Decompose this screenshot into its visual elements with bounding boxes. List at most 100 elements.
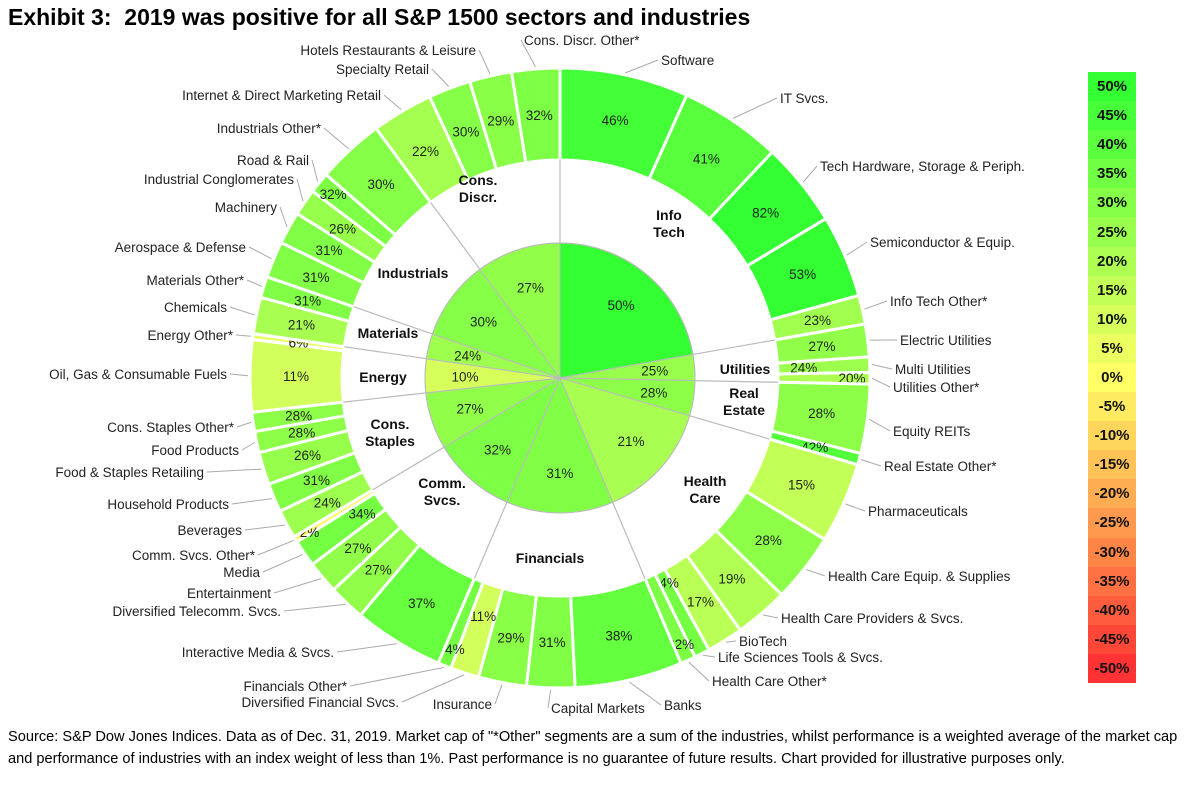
sector-name-label: Real — [729, 385, 759, 401]
industry-name-label: Financials Other* — [243, 679, 347, 694]
sector-value-label: 25% — [641, 364, 668, 379]
sector-value-label: 50% — [608, 298, 635, 313]
chart-title: Exhibit 3: 2019 was positive for all S&P… — [8, 4, 751, 30]
industry-name-label: Info Tech Other* — [890, 294, 988, 309]
industry-name-label: Health Care Other* — [712, 674, 828, 689]
industry-name-label: Tech Hardware, Storage & Periph. — [820, 159, 1025, 174]
sector-name-label: Energy — [359, 369, 407, 385]
legend-swatch: 25% — [1088, 217, 1136, 247]
industry-name-label: Banks — [664, 698, 702, 713]
industry-name-label: Real Estate Other* — [884, 459, 997, 474]
leader-line — [845, 503, 866, 512]
industry-value-label: 11% — [470, 609, 496, 624]
leader-line — [702, 654, 716, 658]
legend-swatch: 5% — [1088, 333, 1136, 363]
industry-value-label: 26% — [294, 448, 321, 463]
industry-value-label: 82% — [752, 205, 779, 220]
legend-swatch: 50% — [1088, 72, 1136, 102]
industry-name-label: Internet & Direct Marketing Retail — [182, 88, 381, 103]
leader-line — [248, 246, 272, 260]
industry-name-label: Pharmaceuticals — [868, 504, 968, 519]
industry-name-label: Utilities Other* — [893, 380, 980, 395]
legend-swatch: 20% — [1088, 246, 1136, 276]
industry-name-label: Interactive Media & Svcs. — [182, 645, 334, 660]
industry-name-label: Multi Utilities — [895, 362, 971, 377]
industry-name-label: Diversified Financial Svcs. — [241, 695, 399, 710]
industry-name-label: Capital Markets — [551, 701, 645, 716]
industry-value-label: 21% — [288, 318, 315, 333]
legend-swatch: -45% — [1088, 624, 1136, 654]
industry-name-label: Beverages — [177, 523, 242, 538]
industry-name-label: Cons. Discr. Other* — [524, 33, 640, 48]
sector-name-label: Discr. — [459, 189, 497, 205]
leader-line — [323, 127, 349, 150]
legend-swatch: 10% — [1088, 304, 1136, 334]
industry-value-label: 29% — [497, 630, 524, 645]
industry-value-label: 27% — [809, 339, 836, 354]
industry-name-label: Cons. Staples Other* — [107, 420, 235, 435]
sector-name-label: Materials — [358, 325, 419, 341]
legend-swatch: 30% — [1088, 188, 1136, 218]
sector-name-label: Financials — [516, 550, 585, 566]
leader-line — [520, 39, 536, 68]
industry-name-label: Hotels Restaurants & Leisure — [300, 43, 476, 58]
leader-line — [262, 554, 303, 573]
industry-value-label: 34% — [349, 507, 376, 522]
legend-swatch: 0% — [1088, 362, 1136, 393]
sector-name-label: Utilities — [720, 361, 771, 377]
industry-name-label: Machinery — [215, 200, 278, 215]
leader-line — [547, 689, 552, 709]
leader-line — [257, 540, 294, 556]
industry-name-label: Diversified Telecomm. Svcs. — [112, 604, 281, 619]
leader-line — [296, 178, 304, 202]
sector-name-label: Cons. — [371, 416, 410, 432]
industry-value-label: 38% — [605, 628, 632, 643]
leader-line — [494, 684, 503, 705]
leader-line — [241, 442, 255, 451]
leader-line — [871, 364, 893, 370]
legend-swatch: -25% — [1088, 508, 1136, 538]
leader-line — [629, 681, 662, 706]
leader-line — [802, 165, 818, 183]
sector-value-label: 28% — [640, 385, 667, 400]
industry-value-label: 41% — [693, 151, 720, 166]
legend-swatch: 15% — [1088, 275, 1136, 305]
sector-name-label: Health — [684, 473, 727, 489]
industry-name-label: Semiconductor & Equip. — [870, 235, 1015, 250]
industry-value-label: 24% — [314, 496, 341, 511]
industry-value-label: 31% — [303, 270, 330, 285]
sector-name-label: Estate — [723, 402, 765, 418]
leader-line — [231, 498, 273, 505]
industry-name-label: Equity REITs — [893, 424, 971, 439]
industry-name-label: Comm. Svcs. Other* — [132, 548, 256, 563]
industry-value-label: 28% — [755, 533, 782, 548]
color-legend: 50% 45% 40% 35% 30% 25% 20% 15% 10% 5% 0% -5% -10% -1… — [1088, 72, 1136, 683]
industry-value-label: 27% — [365, 563, 392, 578]
industry-value-label: 46% — [602, 113, 629, 128]
industry-value-label: 28% — [285, 408, 312, 423]
sunburst-chart: 46% Software 41% IT Svcs. 82% Tech Hardware, … — [49, 33, 1025, 716]
leader-line — [478, 49, 491, 75]
industry-name-label: Energy Other* — [147, 328, 233, 343]
sector-name-label: Staples — [365, 433, 415, 449]
leader-line — [229, 306, 255, 316]
sector-value-label: 27% — [517, 281, 544, 296]
leader-line — [871, 377, 891, 388]
industry-name-label: Food Products — [151, 443, 239, 458]
industry-name-label: Industrials Other* — [217, 121, 322, 136]
legend-swatch: -40% — [1088, 595, 1136, 625]
industry-value-label: 30% — [368, 177, 395, 192]
industry-value-label: 31% — [294, 294, 321, 309]
leader-line — [279, 206, 288, 228]
industry-value-label: 32% — [526, 108, 553, 123]
leader-line — [401, 674, 465, 703]
sector-value-label: 32% — [484, 443, 511, 458]
leader-line — [236, 421, 252, 428]
industry-value-label: 22% — [412, 144, 439, 159]
leader-line — [383, 94, 402, 110]
source-footnote: Source: S&P Dow Jones Indices. Data as o… — [8, 729, 1178, 767]
legend-swatch: 40% — [1088, 130, 1136, 160]
industry-value-label: 29% — [487, 114, 514, 129]
leader-line — [846, 241, 868, 256]
industry-value-label: 30% — [452, 124, 479, 139]
